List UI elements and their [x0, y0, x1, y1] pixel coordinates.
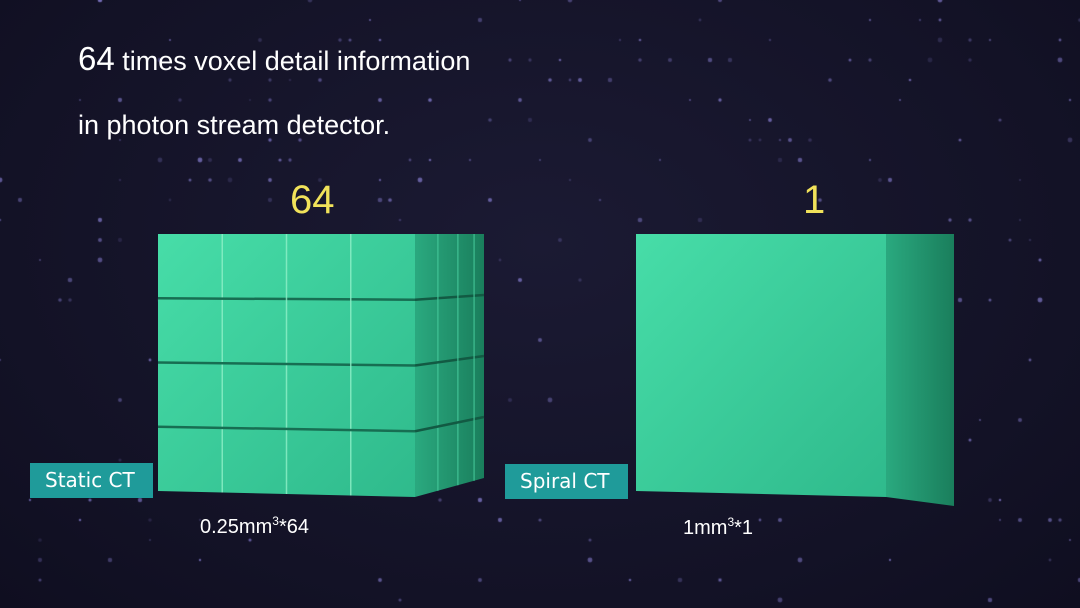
- voxel-grid-line: [157, 361, 416, 367]
- voxel-grid-line: [414, 354, 485, 367]
- right-caption: 1mm3*1: [683, 515, 753, 540]
- headline-rest: times voxel detail information: [122, 46, 471, 76]
- spiral-ct-label: Spiral CT: [505, 464, 628, 499]
- headline-line2: in photon stream detector.: [78, 110, 391, 140]
- right-caption-base: 1mm: [683, 517, 728, 539]
- static-ct-label: Static CT: [30, 463, 153, 498]
- cube-front-face: [636, 234, 886, 497]
- headline-line1: 64 times voxel detail information: [78, 40, 470, 78]
- voxel-grid-line: [157, 425, 416, 433]
- voxel-grid-line: [414, 293, 485, 301]
- left-caption-mult: *64: [278, 516, 309, 538]
- voxel-cube-1: [636, 234, 954, 506]
- left-caption-exp: 3: [272, 514, 279, 528]
- left-count: 64: [290, 178, 335, 222]
- right-caption-mult: *1: [734, 517, 754, 539]
- right-count: 1: [803, 178, 826, 222]
- voxel-cube-64: [157, 234, 485, 497]
- cube-side-face: [886, 234, 954, 506]
- left-caption: 0.25mm3*64: [200, 514, 309, 539]
- left-caption-base: 0.25mm: [200, 516, 273, 538]
- right-caption-exp: 3: [727, 515, 735, 529]
- voxel-grid-line: [414, 415, 485, 433]
- headline-number: 64: [78, 40, 115, 77]
